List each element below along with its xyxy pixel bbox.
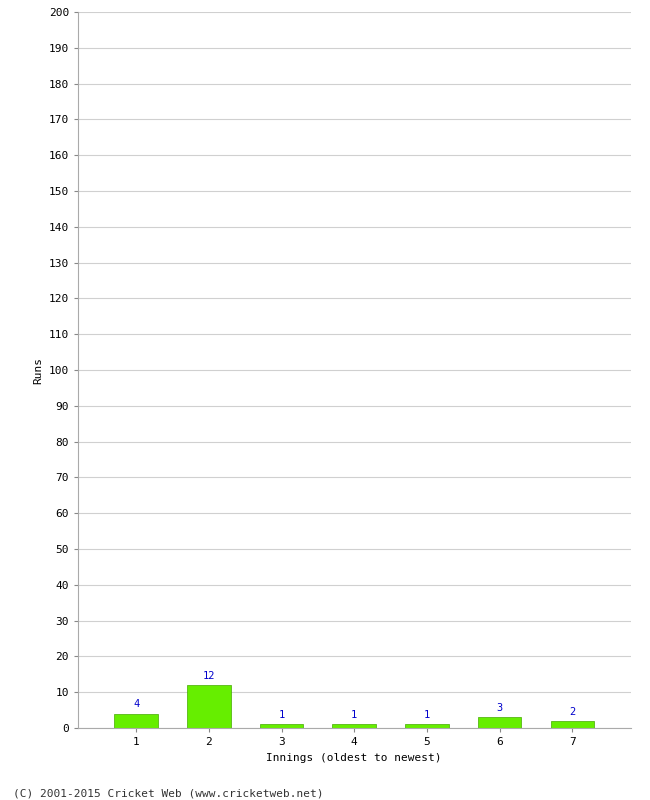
Bar: [405, 725, 448, 728]
Bar: [332, 725, 376, 728]
X-axis label: Innings (oldest to newest): Innings (oldest to newest): [266, 753, 442, 762]
Text: 1: 1: [278, 710, 285, 720]
Text: 4: 4: [133, 699, 139, 710]
Bar: [551, 721, 594, 728]
Bar: [114, 714, 158, 728]
Y-axis label: Runs: Runs: [33, 357, 43, 383]
Bar: [478, 718, 521, 728]
Bar: [260, 725, 304, 728]
Bar: [187, 685, 231, 728]
Text: 1: 1: [351, 710, 358, 720]
Text: 3: 3: [497, 703, 502, 713]
Text: 1: 1: [424, 710, 430, 720]
Text: (C) 2001-2015 Cricket Web (www.cricketweb.net): (C) 2001-2015 Cricket Web (www.cricketwe…: [13, 788, 324, 798]
Text: 12: 12: [203, 670, 215, 681]
Text: 2: 2: [569, 706, 575, 717]
